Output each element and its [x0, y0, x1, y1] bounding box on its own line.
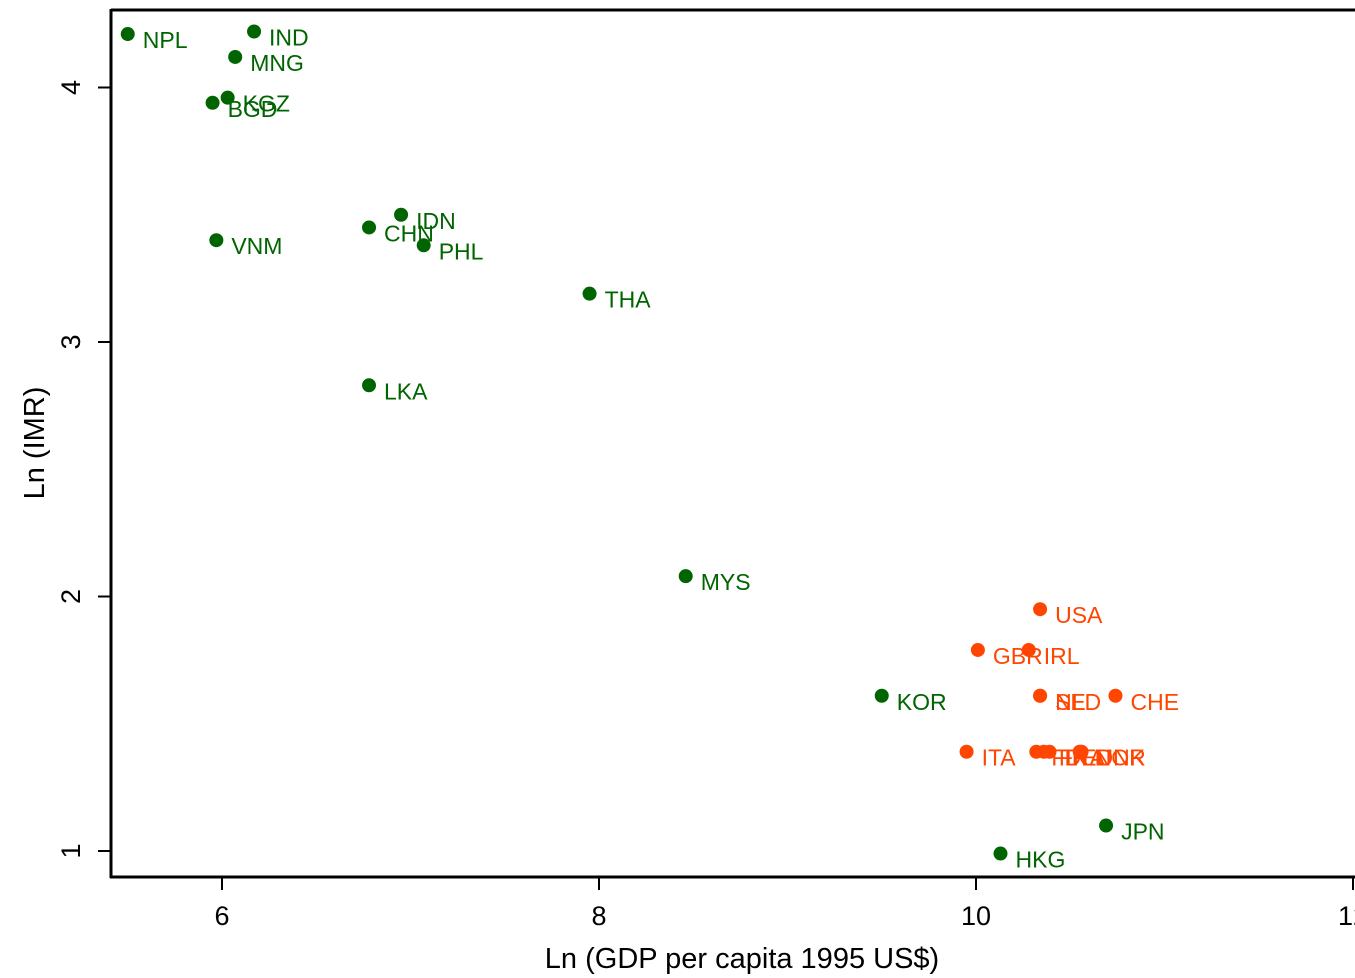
data-point — [1042, 744, 1057, 759]
point-label: GBR — [993, 643, 1043, 669]
data-point — [1021, 642, 1036, 657]
point-label: KOR — [897, 689, 947, 715]
point-label: NOR — [1095, 745, 1146, 771]
data-point — [874, 688, 889, 703]
data-point — [1074, 744, 1089, 759]
point-label: BGD — [228, 96, 278, 122]
point-label: IND — [269, 25, 309, 51]
data-point — [228, 49, 243, 64]
x-axis-title: Ln (GDP per capita 1995 US$) — [545, 943, 939, 975]
point-label: IRL — [1044, 643, 1080, 669]
point-label: USA — [1055, 602, 1103, 628]
point-label: JPN — [1121, 819, 1164, 845]
point-label: NPL — [143, 27, 188, 53]
data-point — [220, 90, 235, 105]
point-label: VNM — [231, 233, 282, 259]
point-label: KGZ — [243, 91, 290, 117]
data-point — [993, 846, 1008, 861]
point-label: THA — [605, 287, 652, 313]
data-point — [247, 24, 262, 39]
y-axis-title: Ln (IMR) — [19, 387, 51, 500]
data-point — [959, 744, 974, 759]
data-point — [205, 95, 220, 110]
x-tick-label: 8 — [591, 901, 606, 931]
point-label: ITA — [982, 745, 1017, 771]
data-point — [416, 238, 431, 253]
point-label: IDN — [416, 208, 456, 234]
data-point — [1108, 688, 1123, 703]
data-point — [209, 233, 224, 248]
point-label: MNG — [250, 50, 304, 76]
data-points: NPL INDMNGKGZBGDIDNCHNPHLVNMTHALKAMYSKORJ… — [120, 24, 1179, 873]
data-point — [1099, 818, 1114, 833]
point-label: NLD — [1055, 689, 1101, 715]
y-tick-label: 4 — [56, 80, 86, 95]
point-label: CHE — [1130, 689, 1179, 715]
data-point — [362, 220, 377, 235]
y-tick-label: 3 — [56, 334, 86, 349]
data-point — [120, 27, 135, 42]
data-point — [582, 286, 597, 301]
x-tick-label: 12 — [1338, 901, 1355, 931]
y-tick-label: 2 — [56, 589, 86, 604]
point-label: PHL — [439, 238, 484, 264]
data-point — [362, 378, 377, 393]
data-point — [1033, 602, 1048, 617]
point-label: LKA — [384, 378, 428, 404]
data-point — [678, 569, 693, 584]
axis-ticks: 6810121234 — [56, 80, 1355, 931]
point-label: DNK — [1097, 745, 1146, 771]
point-label: MYS — [701, 569, 751, 595]
x-tick-label: 6 — [214, 901, 229, 931]
data-point — [1033, 688, 1048, 703]
point-label: HKG — [1016, 847, 1066, 873]
y-tick-label: 1 — [56, 843, 86, 858]
data-point — [970, 642, 985, 657]
data-point — [394, 207, 409, 222]
point-label: DEU — [1065, 745, 1114, 771]
point-label: SE — [1055, 689, 1086, 715]
x-tick-label: 10 — [961, 901, 991, 931]
